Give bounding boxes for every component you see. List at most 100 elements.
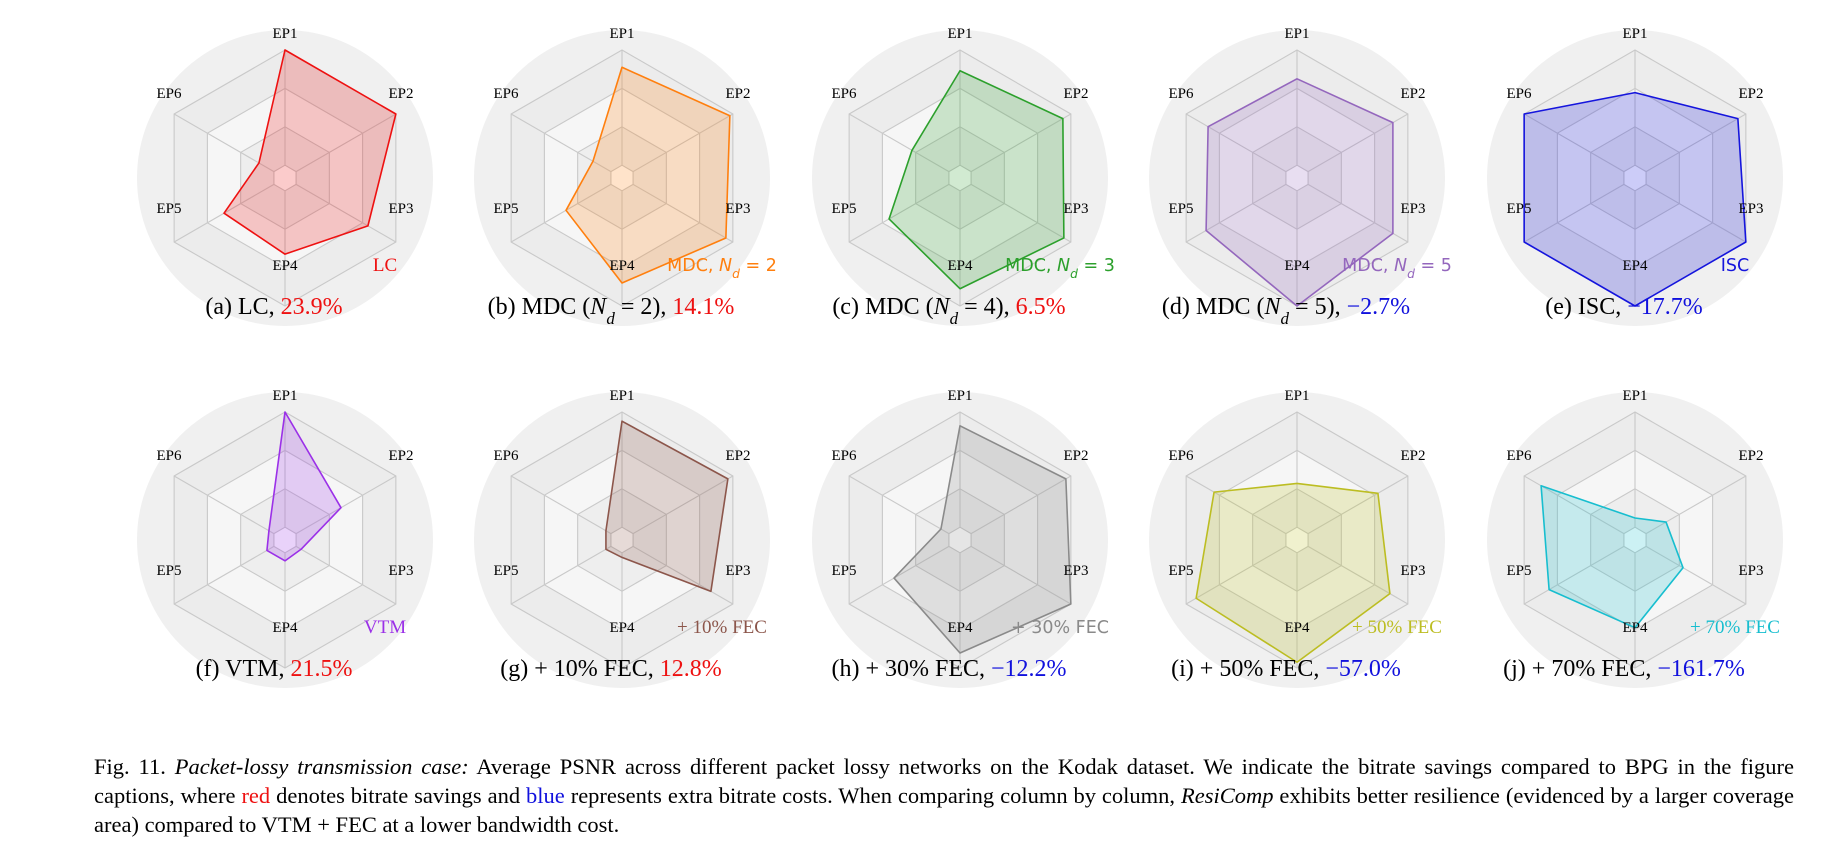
axis-label-ep3: EP3 xyxy=(1063,563,1088,579)
axis-label-ep1: EP1 xyxy=(609,388,634,404)
axis-label-ep2: EP2 xyxy=(388,448,413,464)
grid-spoke xyxy=(510,183,612,243)
grid-band xyxy=(1590,488,1680,592)
legend-label: + 10% FEC xyxy=(677,617,767,638)
axis-label-ep5: EP5 xyxy=(831,201,856,217)
caption-text-2: denotes bitrate savings and xyxy=(270,783,527,808)
axis-label-ep6: EP6 xyxy=(831,448,857,464)
grid-band xyxy=(240,126,330,230)
grid-band xyxy=(1557,88,1713,268)
legend-label: + 30% FEC xyxy=(1011,618,1109,638)
subcaption: (j) + 70% FEC, −161.7% xyxy=(1503,656,1745,682)
grid-spoke xyxy=(1185,545,1287,605)
caption-fig-number: Fig. 11. xyxy=(94,754,166,779)
subcaption-value: −161.7% xyxy=(1657,656,1745,682)
grid-band xyxy=(511,412,733,668)
axis-label-ep3: EP3 xyxy=(725,201,750,217)
grid-band xyxy=(1590,126,1680,230)
grid-center xyxy=(610,527,634,553)
grid-band xyxy=(915,488,1005,592)
subcaption-value: −17.7% xyxy=(1627,294,1703,320)
axis-label-ep1: EP1 xyxy=(609,26,634,42)
caption-text-4: exhibits better resilience (evidenced by… xyxy=(94,783,1794,837)
radar-chart-6: EP1 EP2 EP3 EP4 EP5 EP6 VTM (f) VTM, 21.5% xyxy=(137,388,433,688)
axis-label-ep1: EP1 xyxy=(947,26,972,42)
grid-spoke xyxy=(1523,545,1625,605)
axis-label-ep5: EP5 xyxy=(493,563,518,579)
grid-spoke xyxy=(1523,183,1625,243)
grid-center xyxy=(1623,165,1647,191)
axis-label-ep3: EP3 xyxy=(1063,201,1088,217)
grid-spoke xyxy=(1645,545,1747,605)
subcaption-value: 21.5% xyxy=(290,656,352,682)
subcaption: (a) LC, 23.9% xyxy=(205,294,342,320)
axis-label-ep6: EP6 xyxy=(831,86,857,102)
grid-spoke xyxy=(295,475,397,535)
axis-label-ep4: EP4 xyxy=(1622,258,1648,274)
subcaption: (f) VTM, 21.5% xyxy=(196,656,353,682)
grid-spoke xyxy=(1185,475,1287,535)
axis-label-ep6: EP6 xyxy=(156,448,182,464)
grid-band xyxy=(1524,412,1746,668)
axis-label-ep6: EP6 xyxy=(493,448,519,464)
grid-band xyxy=(1219,88,1375,268)
grid-spoke xyxy=(632,475,734,535)
grid-spoke xyxy=(295,545,397,605)
axis-label-ep2: EP2 xyxy=(1738,86,1763,102)
radar-chart-5: EP1 EP2 EP3 EP4 EP5 EP6 ISC (e) ISC, −17.7% xyxy=(1487,26,1783,326)
grid-band xyxy=(174,50,396,306)
axis-label-ep4: EP4 xyxy=(1284,258,1310,274)
grid-spoke xyxy=(1307,183,1409,243)
subcaption-value: −57.0% xyxy=(1325,656,1401,682)
grid-spoke xyxy=(1645,113,1747,173)
subcaption-value: 23.9% xyxy=(281,294,343,320)
legend-label: + 50% FEC xyxy=(1352,617,1442,638)
grid-band xyxy=(174,412,396,668)
axis-label-ep3: EP3 xyxy=(1400,201,1425,217)
axis-label-ep3: EP3 xyxy=(388,201,413,217)
grid-spoke xyxy=(1185,113,1287,173)
grid-band xyxy=(1186,412,1408,668)
grid-spoke xyxy=(970,475,1072,535)
axis-label-ep4: EP4 xyxy=(947,620,973,636)
caption-red-word: red xyxy=(241,783,271,808)
grid-spoke xyxy=(510,113,612,173)
grid-spoke xyxy=(848,475,950,535)
grid-band xyxy=(849,50,1071,306)
grid-spoke xyxy=(295,183,397,243)
axis-label-ep2: EP2 xyxy=(725,86,750,102)
subcaption: (e) ISC, −17.7% xyxy=(1545,294,1703,320)
radar-chart-9: EP1 EP2 EP3 EP4 EP5 EP6 + 50% FEC (i) + 50% FEC… xyxy=(1149,388,1445,688)
axis-label-ep6: EP6 xyxy=(1506,86,1532,102)
axis-label-ep5: EP5 xyxy=(1506,201,1531,217)
radar-chart-4: EP1 EP2 EP3 EP4 EP5 EP6 MDC, Nd = 5 (d) MDC (Nd… xyxy=(1149,26,1452,328)
subcaption: (c) MDC (Nd = 4), 6.5% xyxy=(832,294,1065,328)
axis-label-ep6: EP6 xyxy=(156,86,182,102)
grid-band xyxy=(1186,50,1408,306)
grid-spoke xyxy=(1307,545,1409,605)
figure-caption: Fig. 11. Packet-lossy transmission case:… xyxy=(94,752,1794,839)
subcaption-value: 12.8% xyxy=(660,656,722,682)
axis-label-ep2: EP2 xyxy=(1400,86,1425,102)
grid-center xyxy=(1623,527,1647,553)
grid-spoke xyxy=(848,113,950,173)
radar-chart-7: EP1 EP2 EP3 EP4 EP5 EP6 + 10% FEC (g) + 10% FEC… xyxy=(474,388,770,688)
grid-band xyxy=(511,50,733,306)
grid-spoke xyxy=(1645,475,1747,535)
axis-label-ep2: EP2 xyxy=(388,86,413,102)
grid-spoke xyxy=(970,113,1072,173)
axis-label-ep5: EP5 xyxy=(831,563,856,579)
grid-spoke xyxy=(848,545,950,605)
grid-spoke xyxy=(173,475,275,535)
axis-label-ep1: EP1 xyxy=(947,388,972,404)
caption-lead: Packet-lossy transmission case: xyxy=(174,754,469,779)
radar-chart-2: EP1 EP2 EP3 EP4 EP5 EP6 MDC, Nd = 2 (b) MDC (Nd… xyxy=(474,26,777,328)
grid-band xyxy=(207,88,363,268)
axis-label-ep5: EP5 xyxy=(1168,201,1193,217)
axis-label-ep5: EP5 xyxy=(156,201,181,217)
axis-label-ep6: EP6 xyxy=(493,86,519,102)
grid-spoke xyxy=(1307,113,1409,173)
axis-label-ep2: EP2 xyxy=(1400,448,1425,464)
radar-chart-8: EP1 EP2 EP3 EP4 EP5 EP6 + 30% FEC (h) + 30% FEC… xyxy=(812,388,1109,688)
caption-resicomp: ResiComp xyxy=(1180,783,1274,808)
